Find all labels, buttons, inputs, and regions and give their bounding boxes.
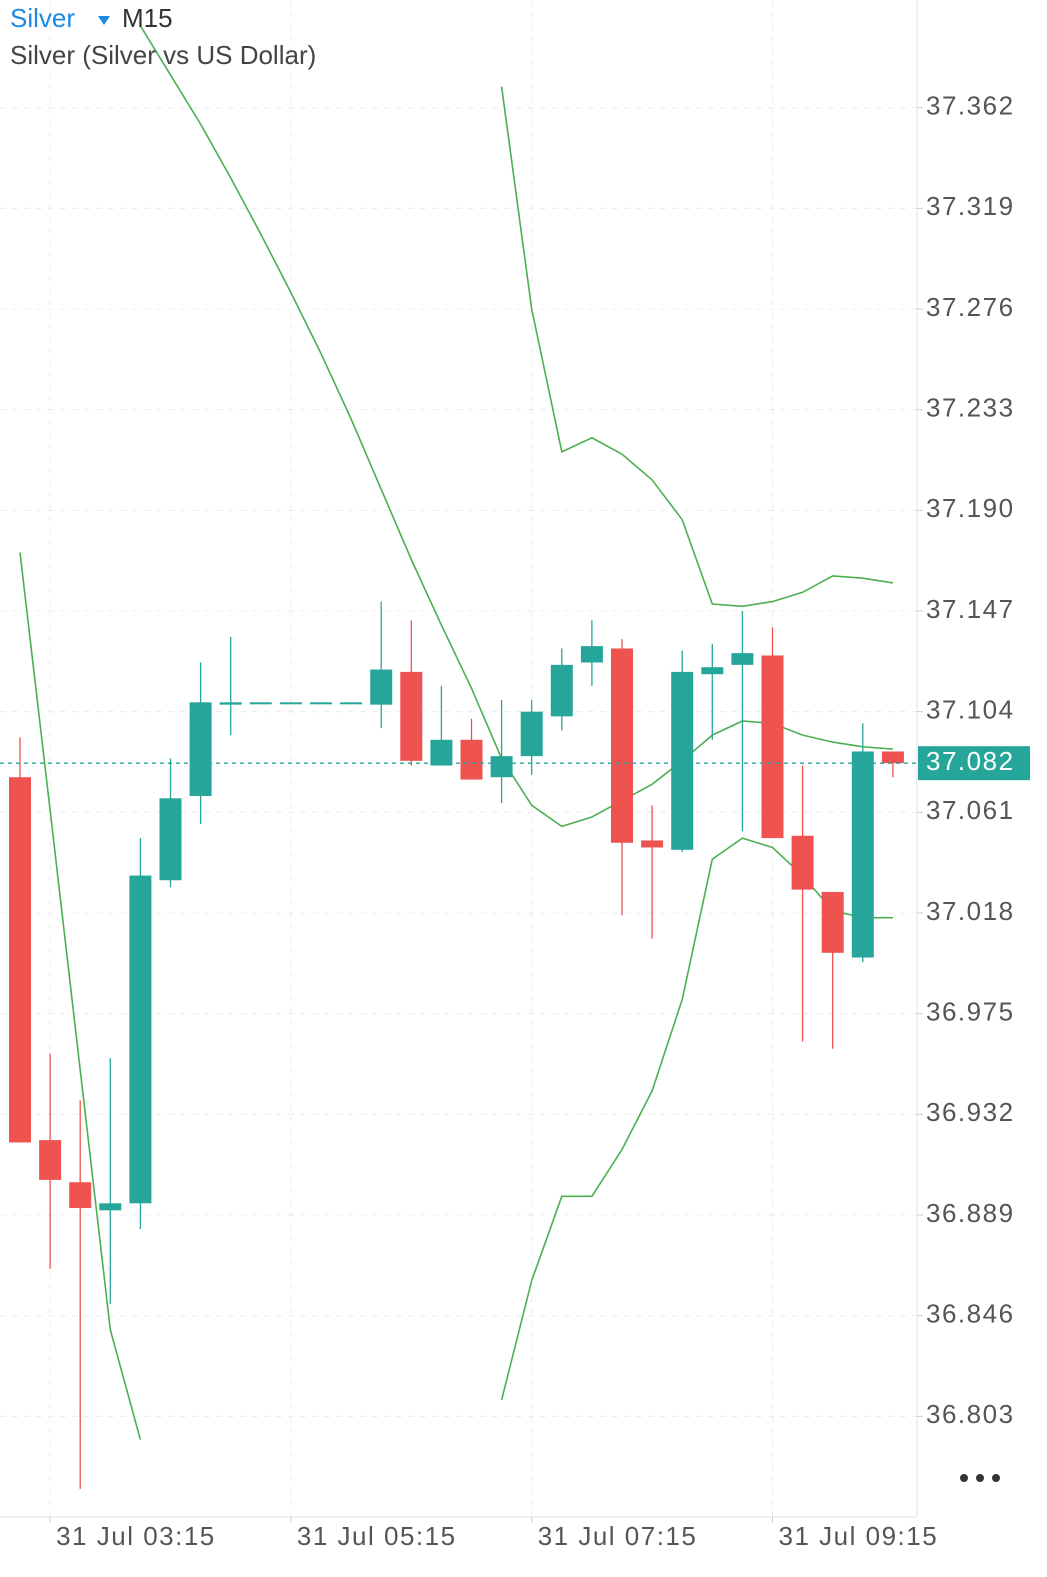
axes: 37.362 37.319 37.276 37.233 37.190 37.147 37.1…	[49, 91, 1030, 1551]
candle-body	[490, 756, 513, 778]
candle-body	[189, 702, 212, 796]
y-tick-label: 37.233	[926, 393, 1015, 423]
symbol[interactable]: Silver	[10, 3, 75, 33]
band-line	[500, 86, 894, 608]
subtitle: Silver (Silver vs US Dollar)	[10, 40, 316, 70]
candle-body	[69, 1182, 92, 1208]
more-dot	[976, 1474, 984, 1482]
candle-body	[791, 835, 814, 890]
candle-body	[881, 751, 904, 764]
last-price-label: 37.082	[926, 746, 1015, 776]
candle-body	[821, 891, 844, 953]
candle-body	[279, 702, 302, 705]
plot-area	[0, 25, 917, 1489]
candle-body	[129, 875, 152, 1204]
y-tick-label: 36.932	[926, 1097, 1015, 1127]
candle-body	[430, 739, 453, 766]
y-tick-label: 36.803	[926, 1399, 1015, 1429]
candle-body	[701, 667, 724, 675]
timeframe[interactable]: M15	[122, 3, 173, 33]
candle-body	[370, 669, 393, 705]
candle-body	[39, 1140, 62, 1180]
candle-body	[550, 664, 573, 717]
x-tick-label: 31 Jul 05:15	[297, 1521, 457, 1551]
candle-body	[731, 653, 754, 665]
y-tick-label: 37.018	[926, 896, 1015, 926]
candle-body	[580, 646, 603, 663]
candle-body	[219, 702, 242, 705]
x-tick-label: 31 Jul 07:15	[538, 1521, 698, 1551]
candle-body	[99, 1203, 122, 1211]
x-tick-label: 31 Jul 09:15	[779, 1521, 939, 1551]
symbol-dropdown[interactable]	[98, 16, 110, 25]
more-dot	[992, 1474, 1000, 1482]
candle-body	[340, 702, 363, 705]
y-tick-label: 37.276	[926, 292, 1015, 322]
y-tick-label: 36.975	[926, 997, 1015, 1027]
more-dot	[960, 1474, 968, 1482]
y-tick-label: 37.104	[926, 695, 1015, 725]
candle-body	[611, 648, 633, 843]
candle-body	[159, 798, 182, 881]
candle-body	[671, 671, 694, 850]
candle-body	[9, 777, 31, 1143]
y-tick-label: 37.147	[926, 594, 1015, 624]
candle-body	[400, 671, 423, 761]
y-tick-label: 36.889	[926, 1198, 1015, 1228]
y-tick-label: 37.362	[926, 91, 1015, 121]
y-tick-label: 36.846	[926, 1299, 1015, 1329]
candle-body	[310, 702, 332, 705]
candle-body	[249, 702, 272, 705]
candle-body	[851, 751, 874, 958]
y-tick-label: 37.190	[926, 493, 1015, 523]
candle-body	[520, 711, 543, 757]
y-tick-label: 37.061	[926, 795, 1015, 825]
y-tick-label: 37.319	[926, 191, 1015, 221]
x-tick-label: 31 Jul 03:15	[56, 1521, 216, 1551]
candle-body	[460, 739, 483, 780]
last-price-badge	[918, 746, 1030, 781]
candle-body	[641, 840, 664, 848]
more-button[interactable]	[960, 1474, 1000, 1482]
candle-body	[761, 655, 784, 839]
